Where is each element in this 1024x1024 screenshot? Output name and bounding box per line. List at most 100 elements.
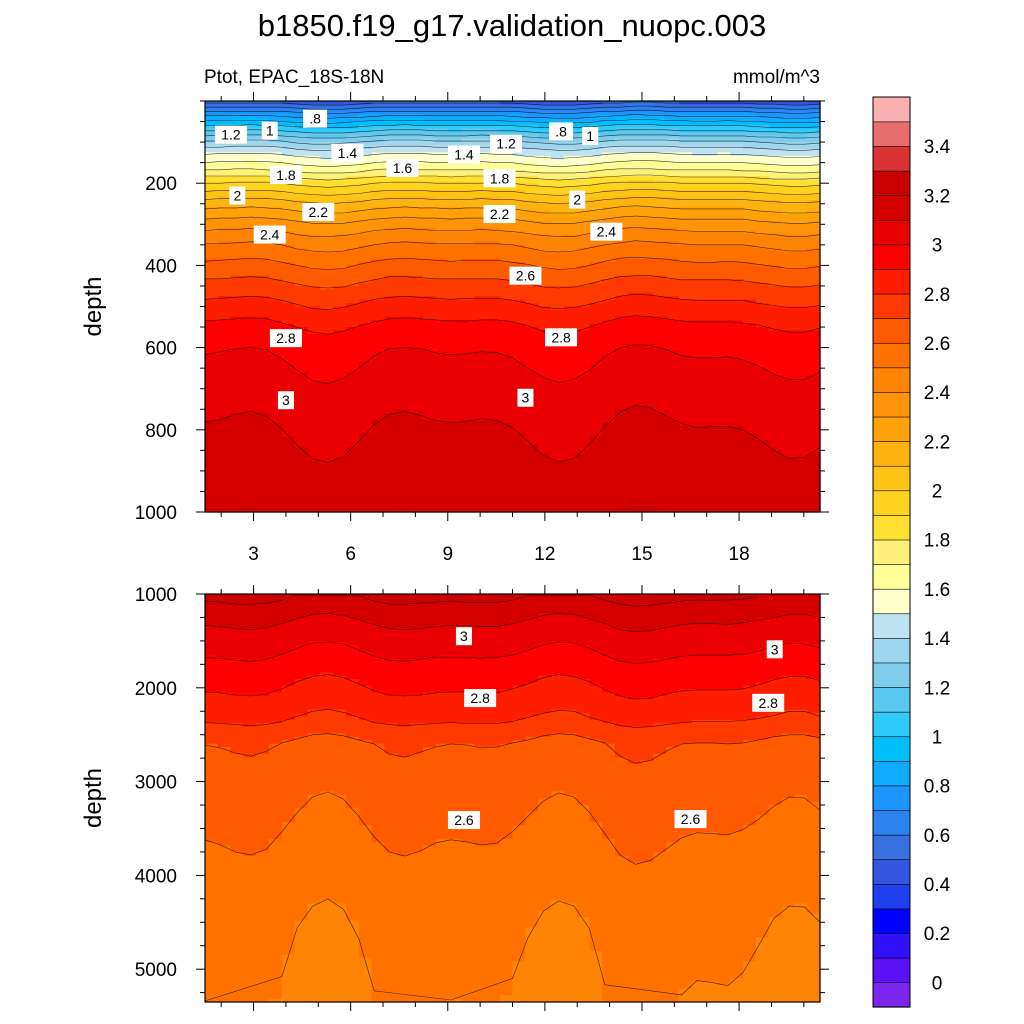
heatmap-cell — [410, 220, 424, 225]
heatmap-cell — [294, 128, 309, 133]
heatmap-cell — [256, 313, 270, 318]
heatmap-cell — [576, 416, 590, 421]
heatmap-cell — [384, 111, 398, 116]
heatmap-cell — [679, 412, 693, 417]
heatmap-cell — [666, 340, 680, 345]
heatmap-cell — [666, 440, 680, 445]
heatmap-cell — [422, 446, 437, 451]
heatmap-cell — [666, 251, 680, 256]
heatmap-cell — [269, 292, 283, 297]
heatmap-cell — [320, 227, 334, 232]
heatmap-cell — [627, 238, 642, 243]
heatmap-cell — [397, 460, 411, 465]
heatmap-cell — [294, 467, 309, 472]
heatmap-cell — [256, 354, 270, 359]
heatmap-cell — [256, 467, 270, 472]
heatmap-cell — [422, 220, 437, 225]
heatmap-cell — [717, 491, 731, 496]
heatmap-cell — [666, 231, 680, 236]
heatmap-cell — [307, 292, 321, 297]
heatmap-cell — [448, 299, 462, 304]
heatmap-cell — [627, 381, 642, 386]
heatmap-cell — [627, 241, 642, 246]
heatmap-cell — [205, 111, 219, 116]
heatmap-cell — [320, 426, 334, 431]
heatmap-cell — [320, 409, 334, 414]
heatmap-cell — [704, 416, 719, 421]
heatmap-cell — [243, 460, 257, 465]
heatmap-cell — [717, 477, 731, 482]
heatmap-cell — [371, 460, 385, 465]
heatmap-cell — [243, 467, 257, 472]
heatmap-cell — [679, 289, 693, 294]
heatmap-cell — [422, 368, 437, 373]
heatmap-cell — [640, 385, 655, 390]
heatmap-cell — [461, 186, 475, 191]
heatmap-cell — [704, 498, 719, 503]
heatmap-cell — [640, 357, 655, 362]
heatmap-cell — [512, 303, 526, 308]
heatmap-cell — [589, 378, 603, 383]
heatmap-cell — [691, 416, 706, 421]
heatmap-cell — [217, 196, 232, 201]
heatmap-cell — [550, 268, 565, 273]
heatmap-cell — [576, 433, 590, 438]
heatmap-cell — [730, 351, 744, 356]
heatmap-cell — [269, 313, 283, 318]
heatmap-cell — [563, 244, 578, 249]
heatmap-cell — [615, 330, 629, 335]
heatmap-cell — [717, 176, 731, 181]
heatmap-cell — [345, 316, 360, 321]
heatmap-cell — [640, 505, 655, 510]
heatmap-cell — [217, 320, 232, 325]
heatmap-cell — [269, 450, 283, 455]
heatmap-cell — [294, 142, 309, 147]
heatmap-cell — [589, 320, 603, 325]
heatmap-cell — [474, 220, 488, 225]
heatmap-cell — [384, 190, 398, 195]
heatmap-cell — [217, 450, 232, 455]
heatmap-cell — [422, 104, 437, 109]
heatmap-cell — [384, 481, 398, 486]
heatmap-cell — [269, 416, 283, 421]
heatmap-cell — [422, 207, 437, 212]
heatmap-cell — [256, 148, 270, 153]
heatmap-cell — [269, 501, 283, 506]
heatmap-cell — [320, 148, 334, 153]
heatmap-cell — [358, 508, 373, 513]
heatmap-cell — [256, 347, 270, 352]
heatmap-cell — [512, 508, 526, 513]
heatmap-cell — [281, 135, 296, 140]
heatmap-cell — [627, 207, 642, 212]
heatmap-cell — [230, 220, 245, 225]
heatmap-cell — [589, 265, 603, 270]
heatmap-cell — [269, 429, 283, 434]
heatmap-cell — [474, 210, 488, 215]
heatmap-cell — [615, 148, 629, 153]
heatmap-cell — [269, 505, 283, 510]
heatmap-cell — [666, 395, 680, 400]
heatmap-cell — [640, 114, 655, 119]
heatmap-cell — [666, 327, 680, 332]
heatmap-cell — [615, 460, 629, 465]
heatmap-cell — [679, 488, 693, 493]
heatmap-cell — [499, 409, 514, 414]
heatmap-cell — [666, 107, 680, 112]
heatmap-cell — [384, 491, 398, 496]
heatmap-cell — [679, 268, 693, 273]
heatmap-cell — [410, 481, 424, 486]
heatmap-cell — [704, 327, 719, 332]
heatmap-cell — [499, 292, 514, 297]
heatmap-cell — [679, 118, 693, 123]
heatmap-cell — [461, 416, 475, 421]
heatmap-cell — [563, 494, 578, 499]
heatmap-cell — [435, 398, 450, 403]
heatmap-cell — [307, 152, 321, 157]
heatmap-cell — [281, 152, 296, 157]
heatmap-cell — [474, 135, 488, 140]
heatmap-cell — [717, 405, 731, 410]
heatmap-cell — [269, 214, 283, 219]
heatmap-cell — [704, 159, 719, 164]
heatmap-cell — [384, 340, 398, 345]
heatmap-cell — [704, 488, 719, 493]
